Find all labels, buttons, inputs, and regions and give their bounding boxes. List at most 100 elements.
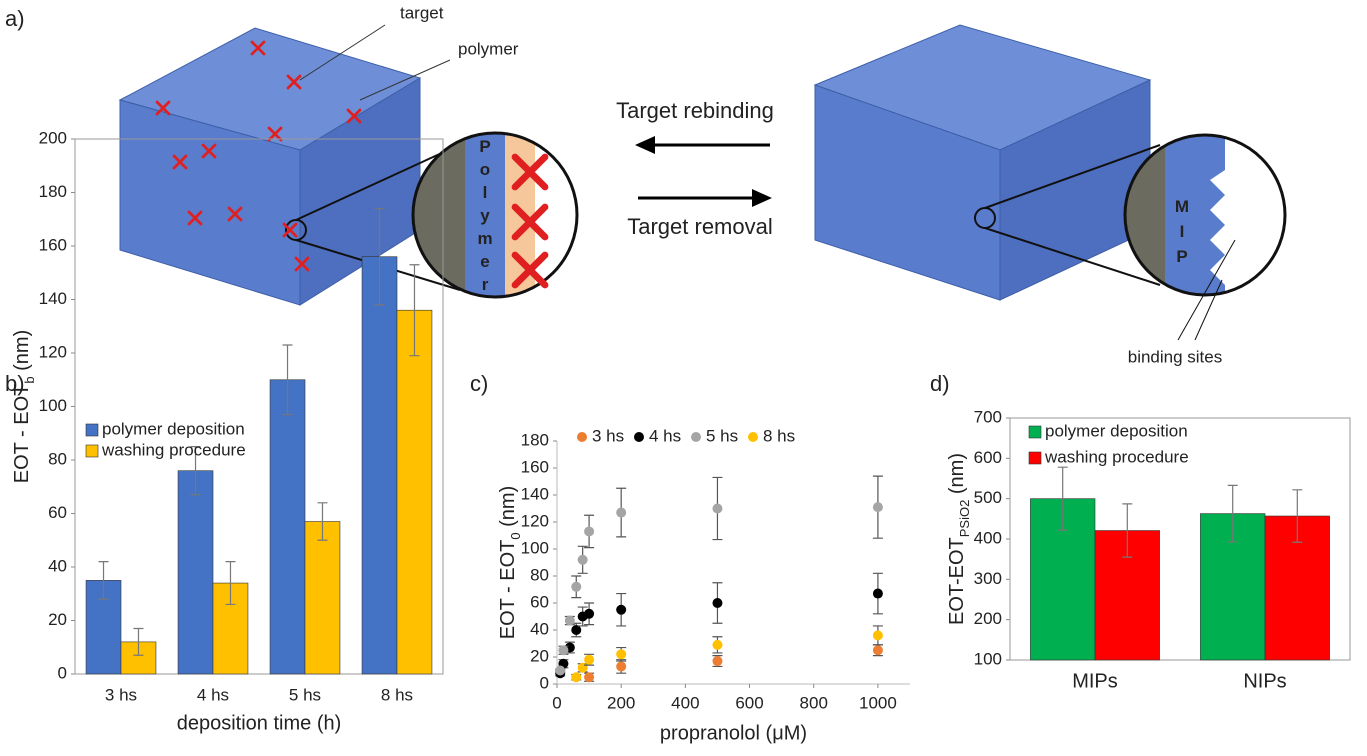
point <box>555 665 566 676</box>
legend-label: washing procedure <box>1044 447 1189 466</box>
x-tick-label: 800 <box>800 693 828 712</box>
x-tick-label: 5 hs <box>289 685 321 704</box>
label: binding sites <box>1128 347 1223 366</box>
y-label-part: EOT-EOT <box>946 537 968 625</box>
point <box>872 588 883 599</box>
y-label-part: PSiO2 <box>957 500 972 538</box>
point <box>571 581 582 592</box>
point <box>584 608 595 619</box>
y-tick-label: 200 <box>39 128 67 147</box>
polymer-layer <box>465 133 505 297</box>
y-label-part: (nm) <box>946 453 968 500</box>
point <box>616 604 627 615</box>
panel-label: a) <box>5 6 25 31</box>
panel-label: d) <box>930 371 950 396</box>
point <box>571 625 582 635</box>
zoom-line <box>984 144 1161 209</box>
legend-label: 5 hs <box>706 426 738 445</box>
bar <box>396 309 433 675</box>
bar <box>361 256 398 675</box>
zoom-right <box>1125 135 1225 295</box>
y-tick-label: 0 <box>540 673 549 692</box>
y-tick-label: 120 <box>39 342 67 361</box>
point <box>577 662 588 673</box>
point <box>712 639 723 650</box>
letter: r <box>482 275 489 294</box>
x-tick-label: 3 hs <box>105 685 137 704</box>
letter: y <box>480 206 490 225</box>
error-bar <box>190 446 201 496</box>
point <box>616 649 627 660</box>
letter: l <box>483 183 488 202</box>
cross-mark <box>282 222 298 238</box>
legend-label: 3 hs <box>592 426 624 445</box>
x-tick-label: 4 hs <box>197 685 229 704</box>
y-tick-label: 80 <box>530 565 549 584</box>
legend-swatch <box>1028 451 1042 465</box>
point <box>577 554 588 565</box>
point <box>872 630 883 641</box>
point <box>712 656 723 667</box>
y-tick-label: 180 <box>521 430 549 449</box>
y-tick-label: 0 <box>58 663 67 682</box>
y-tick-label: 200 <box>974 609 1002 628</box>
y-label-part: EOT - EOT <box>497 540 519 640</box>
point <box>558 645 569 656</box>
legend-label: 8 hs <box>763 426 795 445</box>
cross-mark <box>155 100 171 116</box>
x-tick-label: 600 <box>735 693 763 712</box>
cross-mark <box>267 126 283 142</box>
error-bar <box>409 264 420 357</box>
cross-mark <box>346 108 362 124</box>
y-label-part: EOT - EOT <box>11 384 33 484</box>
error-bar <box>133 627 144 656</box>
y-tick-label: 100 <box>521 538 549 557</box>
error-bar <box>1057 466 1068 531</box>
label: target <box>400 3 444 22</box>
pointer <box>359 59 451 101</box>
y-axis-label: EOT-EOTPSiO2 (nm) <box>946 453 972 625</box>
y-tick-label: 20 <box>48 610 67 629</box>
plot-frame <box>74 138 444 675</box>
point <box>872 502 883 513</box>
y-tick-label: 160 <box>521 457 549 476</box>
zoom-line <box>984 227 1161 286</box>
y-tick-label: 60 <box>48 503 67 522</box>
chart: b) 0 20 40 60 80 100 120 140 160 180 200 EOT - EOTb … <box>5 128 444 734</box>
x-axis-label: propranolol (μM) <box>660 722 807 744</box>
legend-marker <box>748 432 758 442</box>
point <box>712 598 723 608</box>
y-tick-label: 300 <box>974 569 1002 588</box>
chart: d) 100 200 300 400 500 600 700 EOT-EOTPSiO2 (nm)… <box>930 371 1351 692</box>
error-bar <box>225 561 236 606</box>
y-tick-label: 60 <box>530 592 549 611</box>
bar <box>177 470 214 675</box>
panel-label: b) <box>5 371 25 396</box>
y-tick-label: 20 <box>530 646 549 665</box>
y-tick-label: 160 <box>39 235 67 254</box>
y-tick-label: 700 <box>974 407 1002 426</box>
legend-swatch <box>85 444 99 458</box>
cross-mark <box>201 143 217 159</box>
point <box>616 507 627 518</box>
y-tick-label: 140 <box>521 484 549 503</box>
pointer <box>299 24 386 81</box>
legend-label: 4 hs <box>649 426 681 445</box>
x-tick-label: MIPs <box>1072 670 1118 692</box>
x-tick-label: 1000 <box>859 693 897 712</box>
x-tick-label: 200 <box>607 693 635 712</box>
bar <box>304 521 341 675</box>
zoom-circle <box>1123 133 1287 297</box>
legend-marker <box>577 432 587 442</box>
legend-swatch <box>1028 425 1042 439</box>
x-tick-label: 0 <box>552 693 561 712</box>
mip-layer <box>1165 135 1225 295</box>
label: Target rebinding <box>616 98 774 123</box>
error-bar <box>282 344 293 416</box>
letter: m <box>477 229 492 248</box>
pointer <box>1194 279 1223 341</box>
y-label-part: b <box>22 376 37 383</box>
y-tick-label: 120 <box>521 511 549 530</box>
